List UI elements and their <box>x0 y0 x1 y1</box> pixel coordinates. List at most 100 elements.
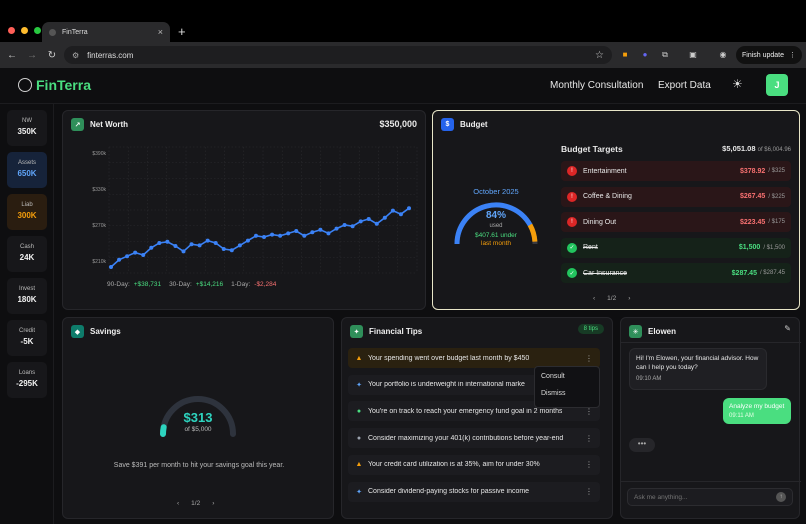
budget-row[interactable]: ! Dining Out $223.45/ $175 <box>561 212 791 232</box>
export-data-link[interactable]: Export Data <box>658 80 711 91</box>
finish-update-button[interactable]: Finish update ⋮ <box>736 46 802 64</box>
bookmark-star-icon[interactable]: ☆ <box>595 49 604 61</box>
send-icon[interactable]: ↑ <box>776 492 786 502</box>
browser-tab[interactable]: FinTerra × <box>42 22 170 42</box>
profile-icon[interactable]: ◉ <box>719 50 727 59</box>
tip-item[interactable]: ● Consider maximizing your 401(k) contrib… <box>348 428 600 449</box>
monthly-consultation-link[interactable]: Monthly Consultation <box>550 80 644 91</box>
rail-card-label: Cash <box>19 244 34 250</box>
tip-text: Your spending went over budget last mont… <box>368 354 530 362</box>
chat-input[interactable]: ↑ <box>627 488 793 506</box>
user-avatar[interactable]: J <box>766 74 788 96</box>
assistant-message: Hi! I'm Elowen, your financial advisor. … <box>629 348 767 390</box>
next-page-icon[interactable]: › <box>628 295 631 302</box>
tip-item[interactable]: ✦ Consider dividend-paying stocks for pas… <box>348 481 600 502</box>
sparkle-icon: ✦ <box>356 488 362 496</box>
extension-icon[interactable]: ■ <box>622 50 628 59</box>
data-point <box>133 250 138 255</box>
dismiss-menu-item[interactable]: Dismiss <box>541 390 566 397</box>
budget-row-amount: $223.45 <box>740 218 766 226</box>
forward-icon[interactable]: → <box>27 49 37 61</box>
prev-page-icon[interactable]: ‹ <box>177 500 180 507</box>
data-point <box>334 226 339 231</box>
rail-card-loans[interactable]: Loans -295K <box>7 362 47 398</box>
budget-row-name: Dining Out <box>583 218 617 226</box>
rail-card-liab[interactable]: Liab 300K <box>7 194 47 230</box>
data-point <box>318 227 323 232</box>
extension-icon[interactable]: ● <box>642 50 648 59</box>
consult-menu-item[interactable]: Consult <box>541 373 565 380</box>
tip-item[interactable]: ▲ Your spending went over budget last mon… <box>348 348 600 368</box>
tip-text: Your credit card utilization is at 35%, … <box>368 461 540 469</box>
window-controls[interactable] <box>8 27 41 34</box>
tip-menu-icon[interactable]: ⋮ <box>585 406 593 416</box>
chat-text-field[interactable] <box>634 493 774 501</box>
budget-total-value: $5,051.08 <box>722 144 756 153</box>
budget-row[interactable]: ✓ Car Insurance $287.45/ $287.45 <box>561 263 791 283</box>
trend-up-icon: ↗ <box>71 118 84 131</box>
savings-label: Savings <box>90 327 121 336</box>
lightbulb-icon: ✦ <box>350 325 363 338</box>
rail-card-cash[interactable]: Cash 24K <box>7 236 47 272</box>
tip-item[interactable]: ▲ Your credit card utilization is at 35%,… <box>348 454 600 475</box>
back-icon[interactable]: ← <box>7 49 17 61</box>
tip-menu-icon[interactable]: ⋮ <box>585 353 593 363</box>
tip-menu-icon[interactable]: ⋮ <box>585 460 593 470</box>
budget-row[interactable]: ! Coffee & Dining $267.45/ $225 <box>561 186 791 207</box>
brand-name: FinTerra <box>36 77 91 93</box>
data-point <box>407 206 411 211</box>
maximize-window-button[interactable] <box>34 27 41 34</box>
budget-row[interactable]: ! Entertainment $378.92/ $325 <box>561 161 791 181</box>
assistant-icon: ✳ <box>629 325 642 338</box>
data-point <box>125 254 130 259</box>
budget-row-limit: / $175 <box>768 219 785 225</box>
rail-card-nw[interactable]: NW 350K <box>7 110 47 146</box>
reload-icon[interactable]: ↻ <box>47 49 57 61</box>
rail-card-credit[interactable]: Credit -5K <box>7 320 47 356</box>
prev-page-icon[interactable]: ‹ <box>593 295 596 302</box>
stat-90-label: 90-Day: <box>107 281 130 288</box>
data-point <box>342 223 347 227</box>
theme-toggle-sun-icon[interactable]: ☀ <box>732 77 743 91</box>
address-bar[interactable]: ⚙ finterras.com ☆ <box>64 46 612 64</box>
chat-divider <box>621 342 801 343</box>
data-point <box>197 243 202 248</box>
tip-menu-icon[interactable]: ⋮ <box>585 487 593 496</box>
rail-card-invest[interactable]: Invest 180K <box>7 278 47 314</box>
data-point <box>109 265 113 269</box>
rail-card-label: Invest <box>18 286 35 292</box>
extensions-puzzle-icon[interactable]: ⧉ <box>662 50 668 59</box>
data-point <box>390 208 395 213</box>
alert-icon: ! <box>567 191 577 202</box>
sparkle-icon: ✦ <box>356 381 362 389</box>
rail-card-assets[interactable]: Assets 650K <box>7 152 47 188</box>
next-page-icon[interactable]: › <box>212 500 215 507</box>
data-point <box>350 224 355 229</box>
warning-icon: ▲ <box>355 461 363 469</box>
data-point <box>278 233 283 238</box>
budget-row-name: Car Insurance <box>583 269 627 277</box>
y-tick-label: $390k <box>92 151 106 157</box>
tip-context-menu: Consult Dismiss <box>534 366 600 408</box>
data-point <box>229 248 234 253</box>
tip-menu-icon[interactable]: ⋮ <box>585 433 593 443</box>
edit-icon[interactable]: ✎ <box>784 324 791 333</box>
savings-gauge <box>160 396 236 437</box>
user-message-text: Analyze my budget <box>729 403 785 410</box>
split-view-icon[interactable]: ▣ <box>689 50 697 59</box>
stat-30-label: 30-Day: <box>169 281 192 288</box>
tips-label: Financial Tips <box>369 327 423 336</box>
budget-row[interactable]: ✓ Rent $1,500/ $1,500 <box>561 237 791 258</box>
brand-logo[interactable]: FinTerra <box>18 77 91 93</box>
new-tab-button[interactable]: + <box>178 24 186 39</box>
rail-card-value: 300K <box>17 211 37 220</box>
summary-rail: NW 350K Assets 650K Liab 300K Cash 24K Invest 180… <box>0 104 54 524</box>
minimize-window-button[interactable] <box>21 27 28 34</box>
close-window-button[interactable] <box>8 27 15 34</box>
data-point <box>398 212 403 217</box>
budget-last-month: last month <box>481 240 511 247</box>
tab-close-icon[interactable]: × <box>157 27 163 37</box>
savings-amount-block: $313 of $5,000 <box>155 410 241 433</box>
site-info-icon[interactable]: ⚙ <box>72 50 80 60</box>
rail-card-label: Assets <box>17 160 36 166</box>
